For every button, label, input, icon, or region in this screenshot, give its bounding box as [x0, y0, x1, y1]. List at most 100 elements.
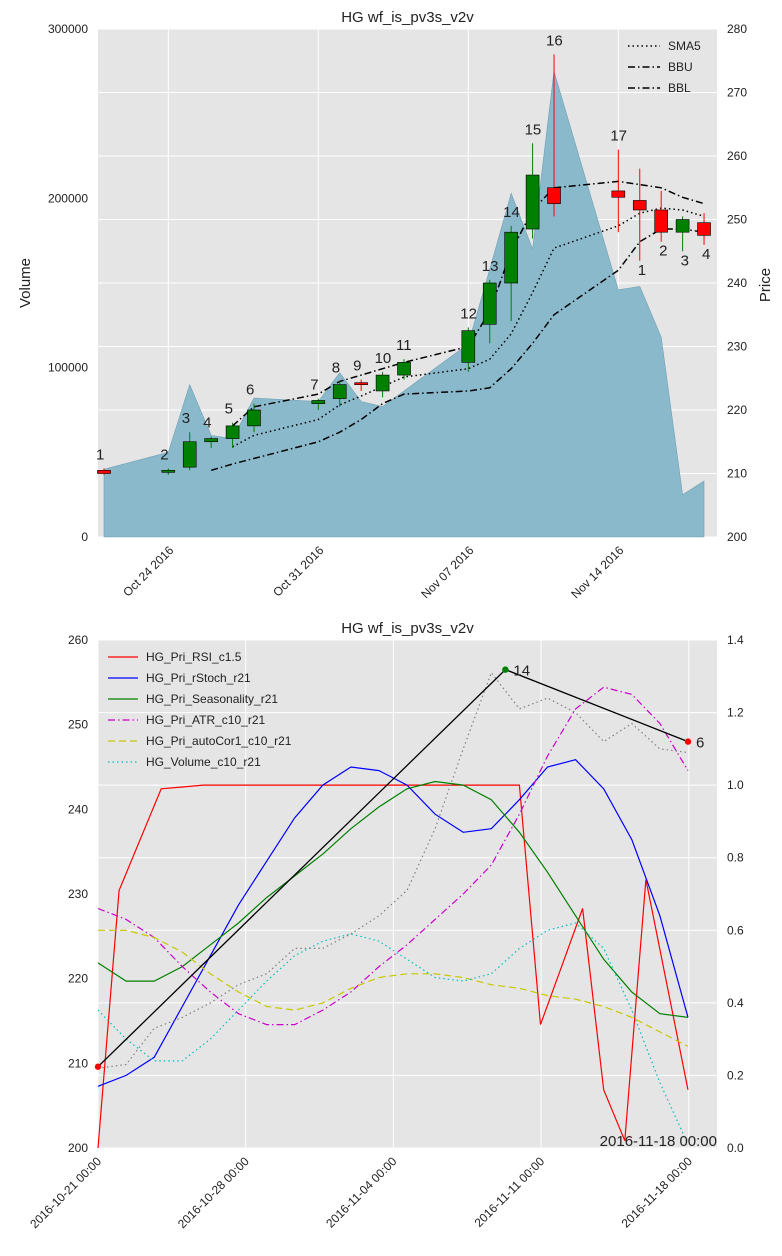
candle: 12 — [460, 305, 477, 372]
candle-label: 4 — [702, 246, 710, 263]
candle-body — [354, 382, 368, 385]
candle-label: 13 — [482, 258, 499, 275]
series-line — [97, 671, 689, 1069]
right-tick-label: 0.6 — [727, 923, 744, 937]
price-tick-label: 280 — [727, 22, 747, 36]
right-tick-label: 0.2 — [727, 1068, 744, 1082]
candle-body — [632, 200, 647, 211]
price-tick-label: 220 — [727, 403, 747, 417]
top-legend: SMA5 BBU BBL — [628, 39, 701, 95]
legend-label: HG_Pri_autoCor1_c10_r21 — [146, 734, 292, 748]
candle-body — [182, 441, 197, 468]
candle-body — [504, 231, 518, 284]
price-tick-label: 260 — [727, 149, 747, 163]
volume-tick-label: 300000 — [48, 22, 88, 36]
candle-label: 14 — [503, 204, 520, 221]
candle: 3 — [675, 216, 690, 269]
left-tick-label: 240 — [68, 802, 88, 816]
right-tick-label: 1.4 — [727, 633, 744, 647]
candle-body — [697, 222, 711, 236]
left-tick-label: 210 — [68, 1056, 88, 1070]
price-tick-label: 250 — [727, 213, 747, 227]
price-marker-label: 6 — [696, 735, 704, 752]
candle: 1 — [96, 446, 111, 475]
date-tick-label: Oct 24 2016 — [120, 543, 176, 599]
candle: 7 — [310, 377, 326, 410]
candle-body — [161, 470, 176, 473]
date-tick-label: 2016-10-21 00:00 — [27, 1154, 104, 1231]
candle-body — [461, 330, 476, 363]
candle: 4 — [697, 213, 711, 263]
sma5-line — [232, 207, 705, 448]
candle: 1 — [632, 168, 647, 279]
date-annotation: 2016-11-18 00:00 — [600, 1133, 717, 1150]
indicator-series — [97, 671, 689, 1149]
candle-body — [332, 384, 347, 399]
bottom-plot-area — [98, 640, 717, 1148]
volume-axis-label: Volume — [17, 258, 34, 308]
series-line — [97, 780, 689, 1018]
candle-body — [611, 190, 626, 198]
candle: 8 — [332, 359, 347, 407]
candle-body — [97, 470, 111, 474]
legend-label: SMA5 — [668, 39, 701, 53]
price-axis-label: Price — [757, 268, 774, 302]
candle-body — [654, 209, 668, 233]
candle-label: 2 — [160, 446, 168, 463]
candle-body — [375, 374, 390, 392]
candle: 15 — [525, 121, 542, 239]
candle-label: 2 — [659, 243, 667, 260]
series-line — [97, 759, 689, 1087]
candle-label: 7 — [310, 377, 318, 394]
legend-label: HG_Pri_ATR_c10_r21 — [146, 713, 265, 727]
right-tick-label: 1.0 — [727, 778, 744, 792]
top-chart-title: HG wf_is_pv3s_v2v — [341, 9, 474, 26]
candle: 14 — [503, 204, 520, 322]
candle-body — [204, 438, 218, 443]
bottom-legend: HG_Pri_RSI_c1.5 HG_Pri_rStoch_r21 HG_Pri_S… — [108, 650, 292, 769]
candle-label: 1 — [96, 446, 104, 463]
date-tick-label: Oct 31 2016 — [270, 543, 326, 599]
legend-label: HG_Pri_rStoch_r21 — [146, 671, 251, 685]
candle: 17 — [610, 128, 627, 233]
left-tick-label: 200 — [68, 1141, 88, 1155]
left-tick-label: 230 — [68, 887, 88, 901]
candle: 10 — [375, 350, 392, 398]
candle-label: 8 — [332, 359, 340, 376]
candle: 5 — [225, 401, 240, 449]
candle: 11 — [396, 337, 412, 380]
left-tick-label: 220 — [68, 972, 88, 986]
candle-body — [247, 409, 261, 427]
candle: 16 — [546, 32, 563, 217]
candle-body — [675, 219, 690, 233]
legend-label: BBL — [668, 81, 691, 95]
candle-body — [525, 174, 540, 230]
candle-label: 1 — [638, 262, 646, 279]
price-tick-label: 240 — [727, 276, 747, 290]
candle-label: 3 — [182, 410, 190, 427]
candle-body — [547, 187, 561, 204]
candle-label: 17 — [610, 128, 627, 145]
candle: 13 — [482, 258, 499, 344]
candle: 6 — [246, 382, 261, 433]
candle-label: 9 — [353, 358, 361, 375]
price-trend-line: 14 6 — [94, 663, 704, 1070]
series-line — [97, 784, 689, 1149]
legend-label: BBU — [668, 60, 693, 74]
right-tick-label: 0.8 — [727, 851, 744, 865]
candle-label: 4 — [203, 415, 211, 432]
right-tick-label: 0.4 — [727, 996, 744, 1010]
candle-label: 11 — [396, 337, 412, 354]
price-marker — [684, 738, 692, 745]
candle-label: 15 — [525, 121, 542, 138]
series-line — [97, 922, 689, 1145]
candle-label: 10 — [375, 350, 392, 367]
candle: 2 — [654, 190, 668, 260]
price-marker-label: 14 — [513, 663, 530, 680]
date-tick-label: 2016-11-11 00:00 — [472, 1154, 548, 1230]
bbl-line — [210, 228, 705, 472]
date-tick-label: 2016-11-04 00:00 — [323, 1154, 399, 1230]
